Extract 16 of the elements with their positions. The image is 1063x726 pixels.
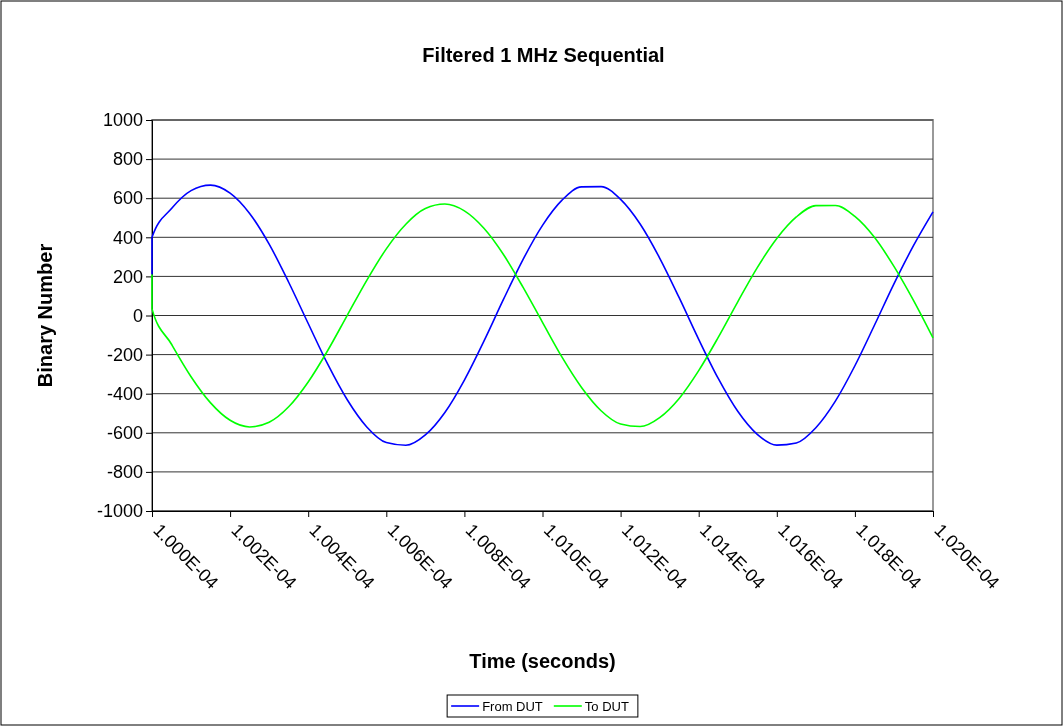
legend-label: From DUT — [482, 699, 543, 714]
y-tick-label: -1000 — [96, 501, 143, 522]
y-tick-label: -200 — [106, 344, 143, 365]
chart-title: Filtered 1 MHz Sequential — [422, 44, 665, 66]
y-tick-label: 1000 — [102, 110, 143, 131]
y-tick-label: 600 — [112, 188, 143, 209]
y-tick-label: 0 — [132, 305, 143, 326]
y-tick-label: -600 — [106, 423, 143, 444]
y-tick-label: -800 — [106, 462, 143, 483]
y-tick-label: 400 — [112, 227, 143, 248]
y-axis-title: Binary Number — [34, 243, 56, 388]
x-axis-title: Time (seconds) — [469, 650, 616, 672]
y-tick-label: 800 — [112, 149, 143, 170]
legend-label: To DUT — [584, 699, 629, 714]
y-tick-label: -400 — [106, 383, 143, 404]
y-tick-label: 200 — [112, 266, 143, 287]
